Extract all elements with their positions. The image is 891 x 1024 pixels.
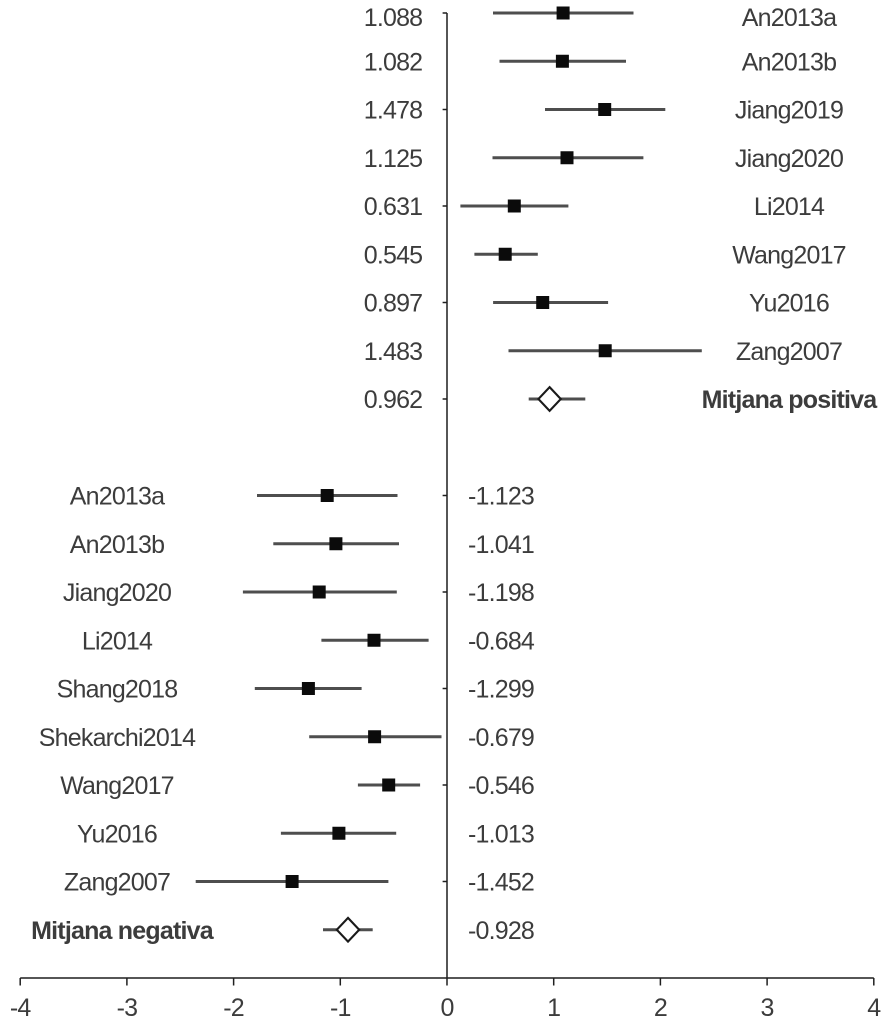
svg-text:1.088: 1.088 (364, 4, 423, 32)
svg-text:1.125: 1.125 (364, 145, 423, 173)
svg-text:Yu2016: Yu2016 (77, 820, 157, 848)
svg-text:-4: -4 (10, 994, 32, 1022)
svg-text:An2013b: An2013b (70, 531, 165, 559)
svg-text:-1.041: -1.041 (468, 531, 534, 559)
svg-text:Shang2018: Shang2018 (57, 676, 178, 704)
svg-text:Yu2016: Yu2016 (749, 290, 829, 318)
svg-text:Wang2017: Wang2017 (732, 241, 846, 269)
svg-text:0.631: 0.631 (364, 193, 423, 221)
svg-text:0: 0 (440, 994, 453, 1022)
svg-text:Zang2007: Zang2007 (736, 338, 842, 366)
svg-text:-0.679: -0.679 (468, 724, 534, 752)
svg-text:-0.928: -0.928 (468, 917, 534, 945)
svg-text:1.483: 1.483 (364, 338, 423, 366)
svg-text:-1.198: -1.198 (468, 579, 534, 607)
svg-text:-1.123: -1.123 (468, 483, 534, 511)
svg-text:-2: -2 (223, 994, 244, 1022)
svg-text:-1: -1 (330, 994, 351, 1022)
svg-text:An2013a: An2013a (70, 483, 165, 511)
svg-text:3: 3 (761, 994, 774, 1022)
svg-text:Shekarchi2014: Shekarchi2014 (39, 724, 196, 752)
svg-text:Li2014: Li2014 (754, 193, 825, 221)
svg-text:Zang2007: Zang2007 (64, 869, 170, 897)
svg-text:Mitjana positiva: Mitjana positiva (702, 386, 879, 414)
svg-text:Wang2017: Wang2017 (60, 772, 174, 800)
svg-text:-1.452: -1.452 (468, 869, 534, 897)
svg-text:Jiang2020: Jiang2020 (735, 145, 843, 173)
svg-text:An2013b: An2013b (742, 48, 837, 76)
svg-text:1.478: 1.478 (364, 97, 423, 125)
svg-text:-1.013: -1.013 (468, 820, 534, 848)
svg-text:0.962: 0.962 (364, 386, 423, 414)
svg-text:Li2014: Li2014 (82, 627, 153, 655)
svg-text:2: 2 (654, 994, 667, 1022)
svg-text:0.897: 0.897 (364, 290, 423, 318)
svg-text:-0.684: -0.684 (468, 627, 535, 655)
svg-text:-3: -3 (117, 994, 138, 1022)
svg-text:4: 4 (867, 994, 881, 1022)
svg-text:Jiang2019: Jiang2019 (735, 97, 843, 125)
svg-text:An2013a: An2013a (742, 4, 837, 32)
svg-text:0.545: 0.545 (364, 241, 423, 269)
svg-text:-0.546: -0.546 (468, 772, 534, 800)
svg-text:-1.299: -1.299 (468, 676, 534, 704)
svg-text:1.082: 1.082 (364, 48, 423, 76)
svg-text:1: 1 (547, 994, 560, 1022)
svg-text:Jiang2020: Jiang2020 (63, 579, 171, 607)
svg-text:Mitjana negativa: Mitjana negativa (31, 917, 215, 945)
